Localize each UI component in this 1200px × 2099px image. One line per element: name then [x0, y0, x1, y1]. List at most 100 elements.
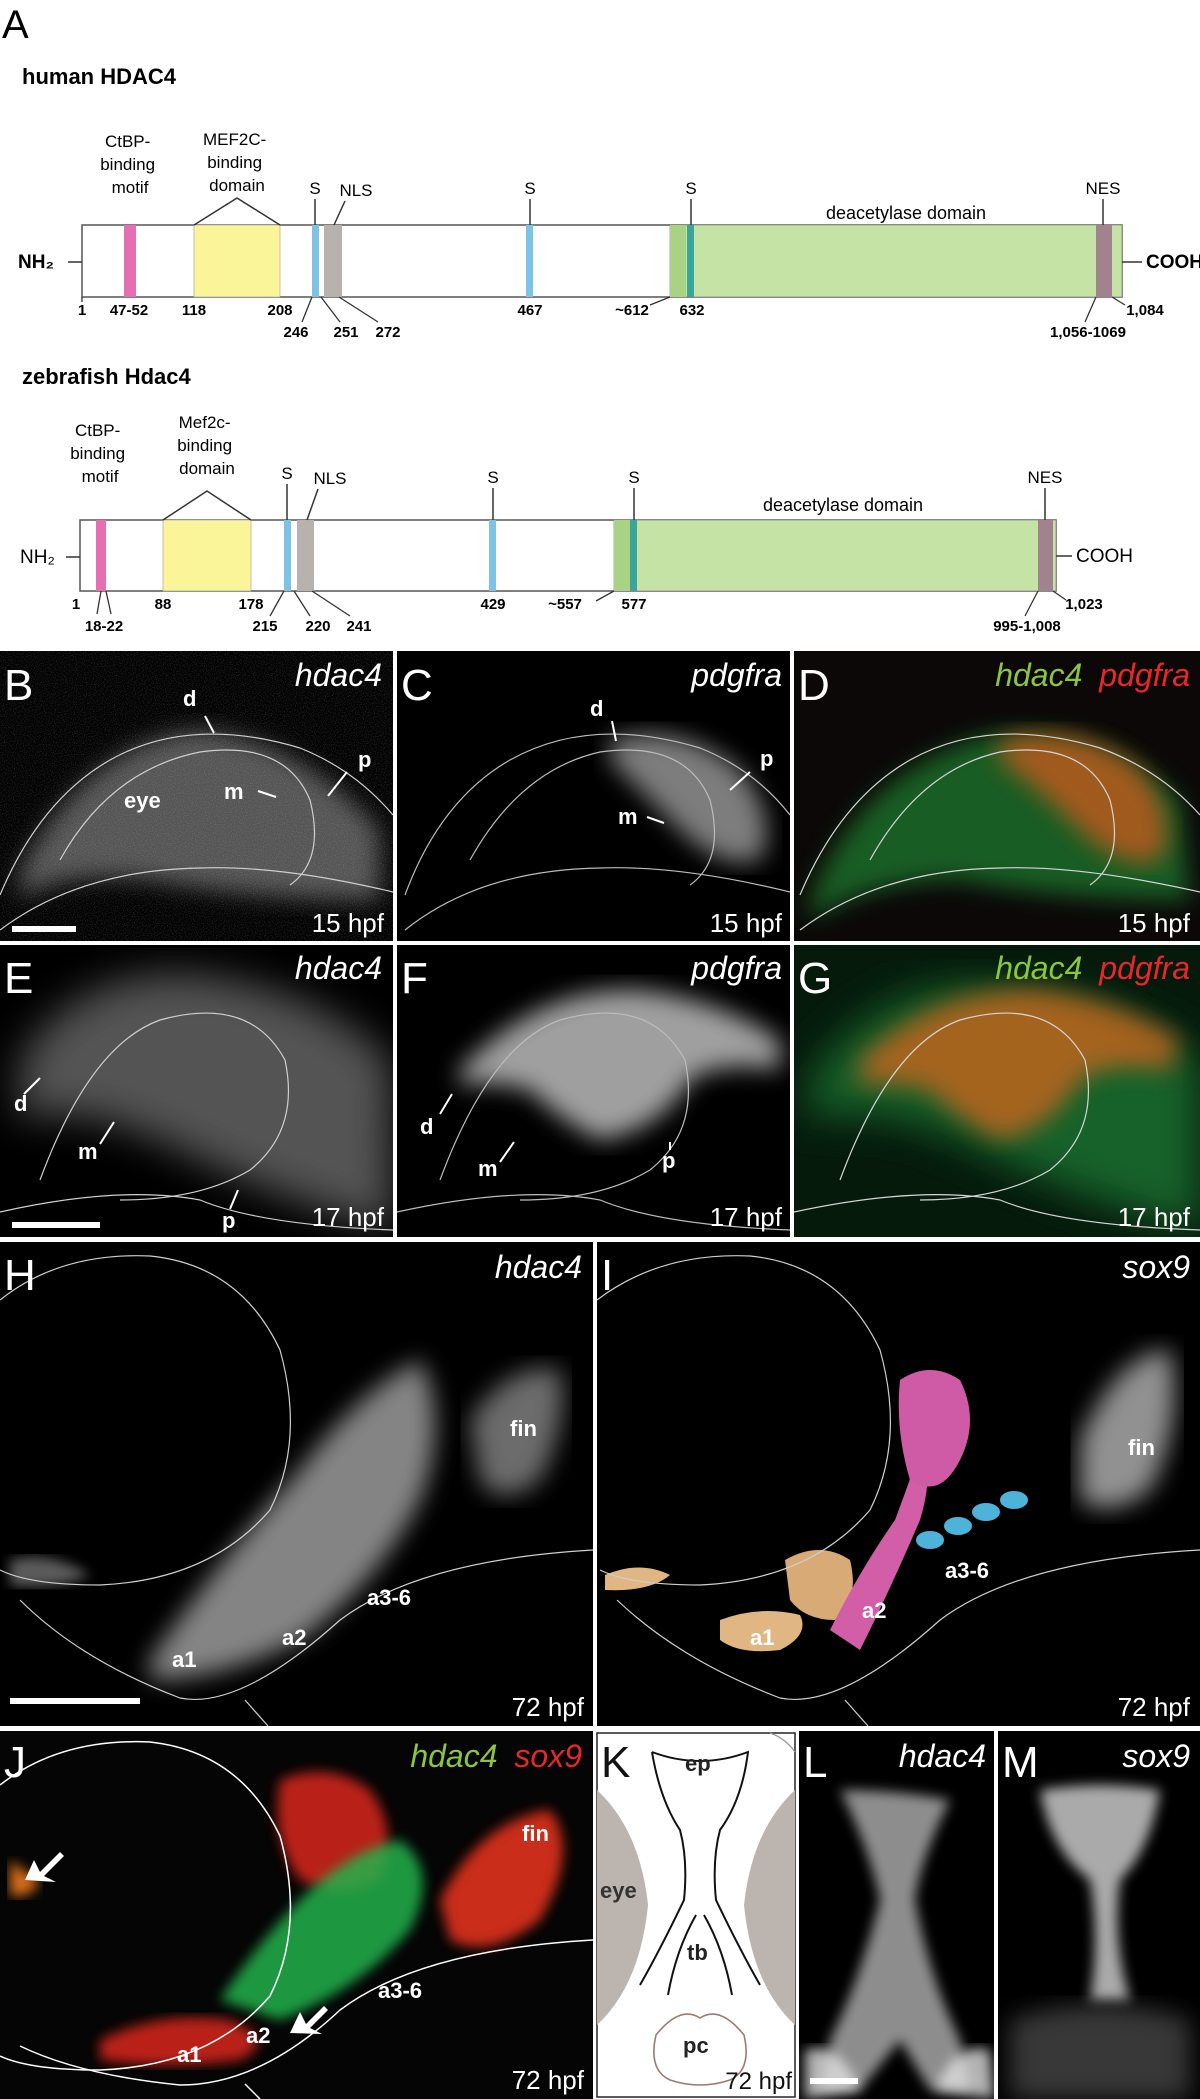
panel-i-outlines [597, 1255, 1200, 1726]
human-pos-2: 47-52 [110, 302, 148, 319]
panel-k-label-pc: pc [683, 2033, 709, 2058]
zf-pos-9: ~557 [548, 596, 582, 613]
zf-nls-tick [306, 488, 319, 521]
panel-b-scale-bar [12, 926, 76, 932]
panel-e: E hdac4 d m p 17 hpf [0, 945, 393, 1237]
panel-h-label-a1: a1 [172, 1647, 196, 1672]
panel-c-m-pointer [646, 816, 665, 824]
panel-i: I sox9 fin a3-6 a2 a1 72 hpf [597, 1242, 1200, 1726]
zf-s-site-3 [630, 520, 637, 591]
zf-pos-4: 178 [238, 596, 263, 613]
zf-deac-start-shade [614, 520, 630, 591]
panel-l-signal-bottom [805, 2048, 994, 2099]
human-pos-5: 246 [283, 324, 308, 341]
panel-b-noise [0, 651, 393, 941]
panel-i-stage: 72 hpf [1118, 1692, 1191, 1722]
panel-letter-c: C [401, 661, 433, 710]
panel-j: J hdac4 sox9 fin a3-6 a2 a1 72 hpf [0, 1731, 593, 2099]
panel-m-signal-low [1010, 2005, 1190, 2099]
human-nls [324, 225, 342, 297]
zf-mef2c-label: Mef2c- binding domain [177, 413, 237, 478]
human-deac-start-shade [670, 225, 686, 297]
panel-k-eye-left [597, 1790, 648, 2025]
panel-letter-d: D [798, 661, 830, 710]
panel-f-outlines [397, 1012, 790, 1231]
panel-f-label-m: m [478, 1156, 498, 1181]
panel-i-fin-signal [1080, 1350, 1175, 1508]
panel-f-signal [460, 989, 780, 1140]
zf-s-label-2: S [487, 468, 498, 487]
panel-i-cartilage-left [605, 1567, 670, 1591]
panel-b-label-p: p [358, 747, 371, 772]
panel-a: A human HDAC4 CtBP- binding motif MEF2C-… [2, 3, 1200, 635]
panel-k-label-eye: eye [600, 1878, 637, 1903]
human-s-label-2: S [524, 179, 535, 198]
zf-s-site-1 [284, 520, 291, 591]
panel-c-d-pointer [611, 720, 617, 742]
panel-h-gene: hdac4 [495, 1249, 582, 1285]
panel-g-outlines [794, 1012, 1200, 1231]
human-deacetylase-domain [669, 224, 1123, 298]
panel-j-stage: 72 hpf [512, 2065, 585, 2095]
human-deac-label: deacetylase domain [826, 203, 986, 223]
panel-i-label-a36: a3-6 [945, 1558, 989, 1583]
human-pos-8: 467 [517, 302, 542, 319]
panel-letter-f: F [401, 954, 428, 1003]
human-pos-ticks [81, 296, 1126, 323]
panel-b-gene: hdac4 [295, 657, 382, 693]
panel-j-label-fin: fin [522, 1821, 549, 1846]
panel-i-cartilage-a2 [830, 1450, 928, 1650]
human-mef2c-domain [193, 224, 281, 298]
panel-l-signal [820, 1790, 970, 2090]
panel-c-label-d: d [590, 696, 603, 721]
zf-pos-5: 215 [252, 618, 277, 635]
panel-j-label-a36: a3-6 [378, 1978, 422, 2003]
panel-k-label-tb: tb [687, 1940, 708, 1965]
panel-f-label-p: p [662, 1148, 675, 1173]
human-s-label-3: S [685, 179, 696, 198]
panel-h-fin-signal [470, 1368, 563, 1495]
panel-m: M sox9 [998, 1731, 1200, 2099]
panel-h-arch-signal [150, 1360, 435, 1680]
human-pos-9: ~612 [615, 302, 649, 319]
panel-c-p-pointer [729, 771, 751, 791]
panel-j-arrow-left [25, 1852, 64, 1882]
zf-nls-label: NLS [313, 469, 346, 488]
panel-d-stage: 15 hpf [1118, 908, 1191, 938]
panel-e-scale-bar [12, 1222, 100, 1228]
panel-h-label-a36: a3-6 [367, 1585, 411, 1610]
human-cterm: COOH [1146, 252, 1200, 273]
zf-cterm: COOH [1076, 546, 1133, 567]
human-pos-7: 272 [375, 324, 400, 341]
panel-i-label-a1: a1 [750, 1625, 774, 1650]
human-nterm: NH₂ [18, 252, 54, 273]
human-nls-label: NLS [339, 181, 372, 200]
panel-letter-m: M [1002, 1738, 1039, 1787]
human-nes-label: NES [1086, 179, 1121, 198]
zebrafish-hdac4-diagram: zebrafish Hdac4 CtBP- binding motif Mef2… [20, 364, 1133, 635]
panel-i-cartilage-upper [898, 1370, 970, 1487]
panel-e-d-pointer [23, 1077, 41, 1095]
zf-deacetylase-domain [613, 519, 1057, 592]
panel-d-outlines [799, 733, 1200, 931]
panel-g-stage: 17 hpf [1118, 1202, 1191, 1232]
panel-i-label-fin: fin [1128, 1435, 1155, 1460]
human-s-site-1 [312, 225, 319, 297]
zf-pos-6: 220 [305, 618, 330, 635]
panel-j-genes: hdac4 sox9 [410, 1738, 582, 1774]
zf-mef2c-bracket [162, 490, 252, 521]
zf-s-label-1: S [281, 464, 292, 483]
zf-nls [297, 520, 314, 591]
panel-letter-g: G [798, 954, 832, 1003]
panel-c-label-m: m [618, 804, 638, 829]
panel-h-outlines [0, 1255, 593, 1726]
zf-pos-10: 577 [621, 596, 646, 613]
panel-k-stage: 72 hpf [725, 2068, 792, 2095]
panel-h: H hdac4 fin a3-6 a2 a1 72 hpf [0, 1242, 593, 1726]
panel-k-trabeculae [667, 1914, 733, 1996]
human-mef2c-bracket [193, 197, 281, 226]
panel-d-red-signal [1000, 734, 1167, 862]
panel-e-gene: hdac4 [295, 950, 382, 986]
panel-e-stage: 17 hpf [312, 1202, 385, 1232]
zf-nes-label: NES [1028, 468, 1063, 487]
